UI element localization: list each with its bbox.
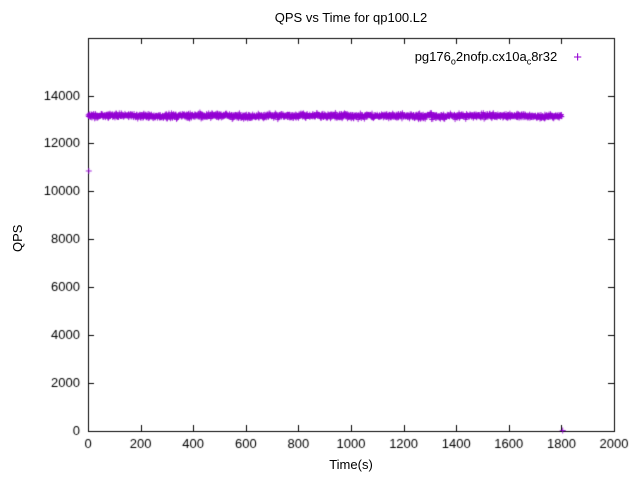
legend-entry: pg176o2nofp.cx10ac8r32 + [415, 49, 582, 67]
legend-series-label: pg176o2nofp.cx10ac8r32 [414, 49, 558, 67]
chart-title: QPS vs Time for qp100.L2 [274, 10, 428, 25]
y-axis-label: QPS [10, 224, 25, 252]
x-axis-label: Time(s) [329, 457, 373, 472]
plus-marker-icon: + [573, 49, 582, 67]
